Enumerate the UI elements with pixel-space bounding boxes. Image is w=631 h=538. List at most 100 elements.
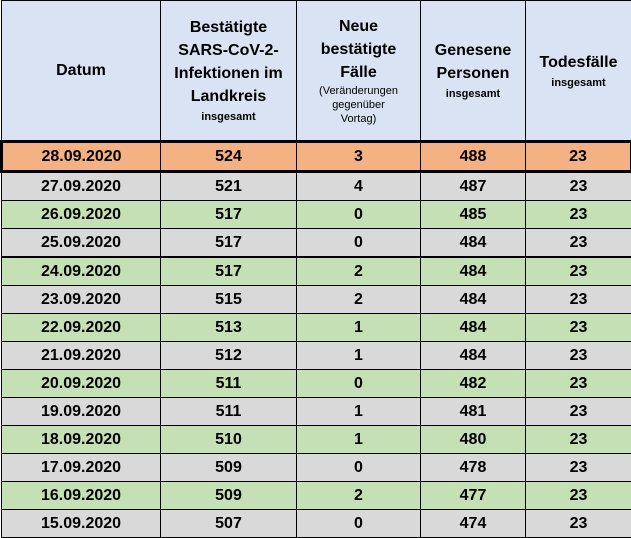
header-new-sub3: Vortag) [340,113,377,125]
cell-date: 28.09.2020 [0,140,161,173]
header-recovered: Genesene Personen insgesamt [420,0,526,142]
cell-infections: 517 [160,200,297,229]
table-row: 15.09.2020 507 0 474 23 [1,509,631,538]
cell-new-cases: 1 [296,397,421,426]
header-datum-label: Datum [56,62,106,79]
table-row: 28.09.2020 524 3 488 23 [0,140,631,173]
cell-infections: 509 [160,453,297,482]
cell-infections: 511 [160,397,297,426]
table-row: 21.09.2020 512 1 484 23 [1,341,631,370]
cell-infections: 515 [160,285,297,314]
cell-new-cases: 4 [296,171,421,201]
header-infections-line3: Infektionen im [174,65,283,82]
cell-date: 16.09.2020 [1,481,161,510]
table-row: 17.09.2020 509 0 478 23 [1,453,631,482]
header-infections-line2: SARS-CoV-2- [178,42,279,59]
cell-date: 27.09.2020 [1,171,161,201]
header-infections-line4: Landkreis [190,88,267,105]
cell-deaths: 23 [525,140,631,173]
cell-recovered: 484 [420,313,526,342]
cell-new-cases: 1 [296,313,421,342]
cell-date: 17.09.2020 [1,453,161,482]
cell-date: 20.09.2020 [1,369,161,398]
cell-infections: 524 [160,140,297,173]
cell-deaths: 23 [525,369,631,398]
cell-date: 23.09.2020 [1,285,161,314]
table-row: 19.09.2020 511 1 481 23 [1,397,631,426]
cell-date: 15.09.2020 [1,509,161,538]
header-recovered-sub: insgesamt [445,88,501,100]
table-row: 23.09.2020 515 2 484 23 [1,285,631,314]
cell-new-cases: 0 [296,509,421,538]
header-infections-line1: Bestätigte [189,19,268,36]
cell-recovered: 484 [420,256,526,286]
cell-recovered: 480 [420,425,526,454]
cell-recovered: 478 [420,453,526,482]
cell-new-cases: 2 [296,285,421,314]
cell-recovered: 481 [420,397,526,426]
cell-recovered: 484 [420,285,526,314]
cell-new-cases: 1 [296,425,421,454]
cell-new-cases: 0 [296,453,421,482]
cell-deaths: 23 [525,200,631,229]
cell-date: 19.09.2020 [1,397,161,426]
cell-date: 18.09.2020 [1,425,161,454]
cell-recovered: 474 [420,509,526,538]
table-row: 20.09.2020 511 0 482 23 [1,369,631,398]
table-row: 27.09.2020 521 4 487 23 [1,171,631,201]
header-recovered-line2: Personen [436,65,510,82]
cell-deaths: 23 [525,453,631,482]
cell-date: 24.09.2020 [1,256,161,286]
cell-date: 26.09.2020 [1,200,161,229]
cell-infections: 521 [160,171,297,201]
cell-new-cases: 3 [296,140,421,173]
cell-recovered: 488 [420,140,526,173]
cell-date: 21.09.2020 [1,341,161,370]
cell-recovered: 487 [420,171,526,201]
cell-deaths: 23 [525,285,631,314]
cell-new-cases: 2 [296,256,421,286]
cell-new-cases: 0 [296,228,421,258]
cell-recovered: 484 [420,228,526,258]
cell-deaths: 23 [525,509,631,538]
cell-deaths: 23 [525,425,631,454]
cell-date: 22.09.2020 [1,313,161,342]
cell-new-cases: 0 [296,369,421,398]
cell-infections: 509 [160,481,297,510]
cell-infections: 512 [160,341,297,370]
cell-deaths: 23 [525,228,631,258]
table-row: 16.09.2020 509 2 477 23 [1,481,631,510]
cell-recovered: 482 [420,369,526,398]
cell-infections: 510 [160,425,297,454]
table-row: 24.09.2020 517 2 484 23 [1,256,631,286]
cell-infections: 517 [160,228,297,258]
cell-deaths: 23 [525,481,631,510]
cell-infections: 517 [160,256,297,286]
header-recovered-line1: Genesene [434,42,512,59]
cell-new-cases: 1 [296,341,421,370]
header-row: Datum Bestätigte SARS-CoV-2- Infektionen… [1,0,631,142]
header-new-sub2: gegenüber [332,99,385,111]
table-row: 26.09.2020 517 0 485 23 [1,200,631,229]
cell-deaths: 23 [525,256,631,286]
header-infections: Bestätigte SARS-CoV-2- Infektionen im La… [160,0,297,142]
header-new-line3: Fälle [340,64,377,81]
cell-deaths: 23 [525,171,631,201]
table-row: 22.09.2020 513 1 484 23 [1,313,631,342]
header-deaths-line1: Todesfälle [539,53,618,71]
cell-date: 25.09.2020 [1,228,161,258]
header-infections-sub: insgesamt [201,111,256,123]
table-body: 28.09.2020 524 3 488 23 27.09.2020 521 4… [0,140,631,538]
table-row: 25.09.2020 517 0 484 23 [1,228,631,258]
cell-deaths: 23 [525,397,631,426]
header-new-line1: Neue [338,18,379,35]
header-new-sub1: (Veränderungen [319,85,398,97]
cell-recovered: 477 [420,481,526,510]
cell-new-cases: 0 [296,200,421,229]
cell-new-cases: 2 [296,481,421,510]
cell-deaths: 23 [525,313,631,342]
cell-infections: 513 [160,313,297,342]
header-datum: Datum [1,0,161,142]
header-deaths: Todesfälle insgesamt [525,0,631,142]
